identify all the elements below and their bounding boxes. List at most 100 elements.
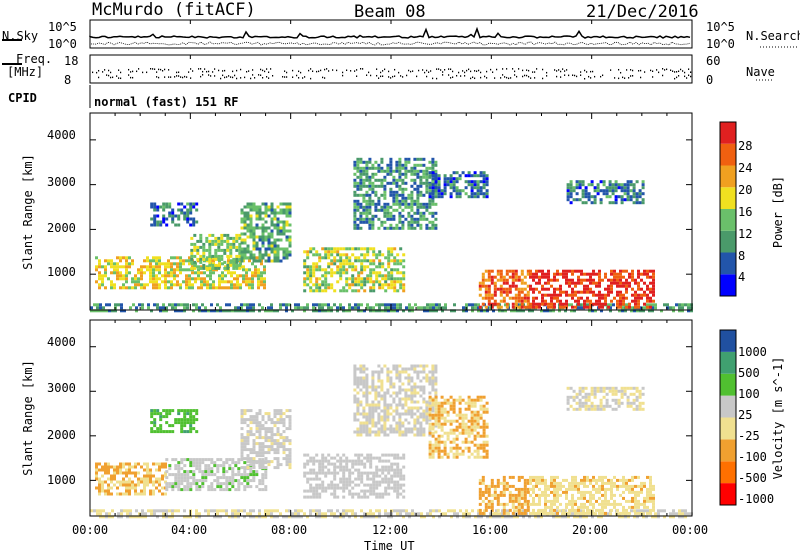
velocity-cell <box>159 424 163 428</box>
freq-sample-mark <box>408 69 410 72</box>
velocity-cell <box>380 409 384 413</box>
power-cell <box>399 247 403 251</box>
nave-sample-mark <box>674 77 676 80</box>
freq-sample-mark <box>206 70 208 73</box>
nave-sample-mark <box>524 74 526 77</box>
velocity-cell <box>186 470 190 474</box>
power-cell <box>476 192 480 196</box>
velocity-cell <box>315 489 319 493</box>
power-cell <box>215 286 218 290</box>
power-cell <box>327 256 331 260</box>
power-cell <box>398 184 402 188</box>
power-cell <box>93 303 96 307</box>
freq-sample-mark <box>246 70 248 73</box>
power-cell <box>496 287 500 291</box>
power-cell <box>535 281 538 285</box>
power-cell <box>604 293 607 297</box>
power-cell <box>147 303 150 307</box>
power-cell <box>255 241 259 245</box>
power-cell <box>413 178 417 182</box>
power-cell <box>258 217 262 221</box>
power-cell <box>155 274 158 278</box>
velocity-cell <box>276 421 280 425</box>
power-cell <box>209 283 212 287</box>
power-cell <box>315 265 319 269</box>
power-cell <box>270 229 274 233</box>
velocity-cell <box>240 457 244 461</box>
velocity-cell <box>165 485 169 489</box>
velocity-cell <box>377 394 381 398</box>
velocity-cell <box>243 509 246 513</box>
power-cell <box>419 223 423 227</box>
power-cell <box>402 309 405 313</box>
velocity-cell <box>399 468 403 472</box>
freq-sample-mark <box>240 68 242 71</box>
power-cell <box>240 247 244 251</box>
power-cell <box>383 175 387 179</box>
power-cell <box>622 269 625 273</box>
power-cell <box>398 214 402 218</box>
velocity-cell <box>207 458 211 462</box>
velocity-cell <box>339 462 343 466</box>
power-cell <box>464 192 468 196</box>
velocity-cell <box>261 427 265 431</box>
power-cell <box>186 214 190 218</box>
power-cell <box>428 175 432 179</box>
velocity-cell <box>351 495 355 499</box>
velocity-cell <box>128 492 131 496</box>
power-cell <box>140 286 143 290</box>
power-cell <box>652 293 655 297</box>
power-cell <box>392 199 396 203</box>
velocity-cell <box>159 430 163 434</box>
velocity-cell <box>123 509 126 513</box>
power-cell <box>493 275 497 279</box>
velocity-cell <box>141 512 144 516</box>
power-cell <box>565 272 568 276</box>
velocity-cell <box>381 471 385 475</box>
power-cell <box>419 178 423 182</box>
velocity-cell <box>255 415 259 419</box>
power-cell <box>550 284 553 288</box>
power-cell <box>437 192 441 196</box>
velocity-cell <box>449 404 453 408</box>
velocity-cell <box>342 483 346 487</box>
power-cell <box>255 226 259 230</box>
power-cell <box>378 271 382 275</box>
power-cell <box>125 277 128 281</box>
velocity-cell <box>387 471 391 475</box>
power-cell <box>104 268 107 272</box>
velocity-cell <box>362 391 366 395</box>
power-cell <box>240 259 244 263</box>
velocity-cell <box>425 421 429 425</box>
velocity-cell <box>146 480 149 484</box>
velocity-cell <box>336 483 340 487</box>
velocity-cell <box>128 477 131 481</box>
power-cell <box>95 268 98 272</box>
velocity-cell <box>404 403 408 407</box>
velocity-cell <box>651 515 654 519</box>
power-cell <box>586 287 589 291</box>
power-cell <box>252 244 256 248</box>
power-cell <box>230 274 233 278</box>
velocity-cell <box>333 515 336 519</box>
power-cell <box>572 189 576 193</box>
power-cell <box>532 287 535 291</box>
power-cell <box>652 299 655 303</box>
power-cell <box>431 163 435 167</box>
power-cell <box>188 268 191 272</box>
velocity-cell <box>252 473 256 477</box>
power-cell <box>484 296 488 300</box>
power-cell <box>270 303 273 307</box>
velocity-cell <box>389 370 393 374</box>
power-cell <box>380 160 384 164</box>
power-cell <box>481 302 485 306</box>
velocity-cell <box>318 495 322 499</box>
power-cell <box>141 306 144 310</box>
power-cell <box>365 214 369 218</box>
power-cell <box>168 202 172 206</box>
power-cell <box>156 208 160 212</box>
power-cell <box>378 306 381 310</box>
velocity-cell <box>276 463 280 467</box>
power-cell <box>547 269 550 273</box>
